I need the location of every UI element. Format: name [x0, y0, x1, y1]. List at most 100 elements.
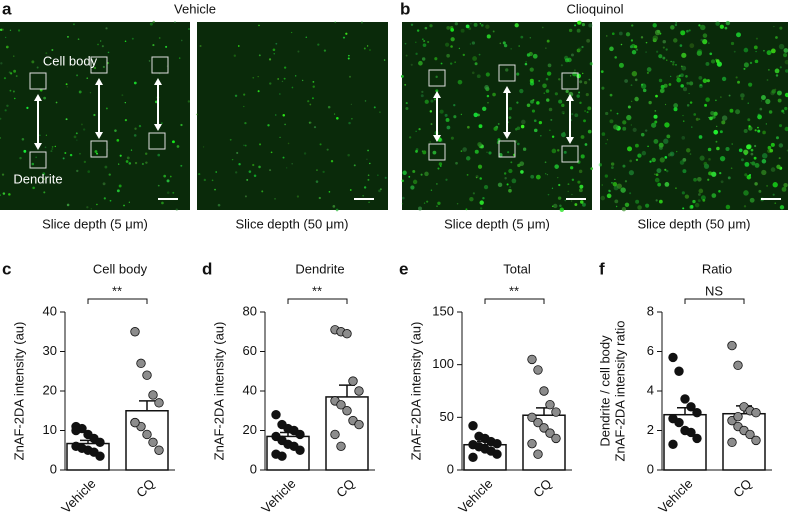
data-point: [674, 417, 684, 428]
fluorescence: [741, 158, 744, 162]
fluorescence: [519, 161, 525, 167]
data-point: [71, 425, 81, 436]
fluorescence: [645, 41, 648, 44]
fluorescence: [42, 172, 46, 176]
fluorescence: [174, 21, 176, 23]
fluorescence: [65, 118, 68, 121]
y-tick-label: 8: [647, 303, 654, 318]
fluorescence: [719, 130, 723, 134]
fluorescence: [477, 164, 483, 169]
fluorescence: [435, 75, 438, 79]
fluorescence: [488, 151, 492, 155]
fluorescence: [13, 69, 17, 73]
fluorescence: [699, 84, 702, 87]
fluorescence: [679, 160, 685, 165]
fluorescence: [252, 163, 255, 167]
fluorescence: [546, 39, 550, 43]
fluorescence: [17, 29, 21, 32]
fluorescence: [236, 151, 239, 154]
fluorescence: [121, 94, 124, 97]
fluorescence: [571, 178, 575, 182]
fluorescence: [188, 28, 190, 30]
fluorescence: [78, 90, 82, 94]
x-tick-label: CQ: [730, 476, 754, 500]
fluorescence: [50, 150, 53, 153]
fluorescence: [334, 21, 337, 24]
fluorescence: [516, 72, 520, 76]
fluorescence: [291, 31, 293, 34]
data-point: [727, 340, 737, 351]
fluorescence: [645, 51, 647, 53]
fluorescence: [152, 44, 155, 47]
fluorescence: [685, 74, 688, 78]
fluorescence: [102, 65, 105, 69]
fluorescence: [689, 43, 695, 49]
fluorescence: [590, 167, 594, 170]
fluorescence: [529, 37, 531, 39]
x-tick-label: Vehicle: [655, 476, 695, 516]
fluorescence: [76, 139, 78, 141]
significance-bracket: [87, 298, 148, 304]
fluorescence: [642, 88, 647, 93]
fluorescence: [621, 206, 627, 212]
fluorescence: [238, 163, 241, 166]
fluorescence: [520, 124, 525, 129]
fluorescence: [172, 140, 175, 144]
data-point: [336, 400, 346, 410]
fluorescence: [571, 193, 573, 196]
y-tick-label: 0: [447, 461, 454, 476]
fluorescence: [470, 23, 472, 25]
fluorescence: [369, 49, 371, 51]
fluorescence: [755, 50, 757, 53]
fluorescence: [588, 23, 593, 28]
fluorescence: [508, 106, 513, 111]
fluorescence: [446, 125, 451, 130]
fluorescence: [748, 82, 753, 87]
fluorescence: [682, 207, 685, 210]
fluorescence: [0, 62, 3, 65]
fluorescence: [743, 190, 749, 196]
data-point: [668, 439, 678, 450]
fluorescence: [96, 203, 98, 206]
fluorescence: [342, 36, 346, 39]
fluorescence: [773, 25, 775, 28]
fluorescence: [538, 120, 543, 125]
fluorescence: [750, 152, 754, 156]
fluorescence: [335, 208, 339, 212]
fluorescence: [178, 57, 181, 59]
fluorescence: [741, 97, 744, 101]
micrograph: [600, 22, 788, 210]
fluorescence: [363, 47, 366, 50]
error-bar: [139, 400, 155, 411]
fluorescence: [438, 162, 443, 166]
fluorescence: [651, 157, 656, 163]
fluorescence: [433, 98, 436, 101]
fluorescence: [509, 186, 511, 188]
fluorescence: [471, 41, 476, 45]
fluorescence: [686, 81, 690, 85]
fluorescence: [439, 109, 444, 114]
y-axis-label: ZnAF-2DA intensity (au): [211, 322, 226, 461]
fluorescence: [760, 95, 766, 100]
fluorescence: [128, 162, 132, 165]
fluorescence: [97, 43, 99, 46]
fluorescence: [675, 187, 677, 189]
fluorescence: [424, 99, 429, 104]
fluorescence: [450, 45, 453, 48]
image-caption: Slice depth (50 μm): [638, 216, 751, 231]
fluorescence: [234, 94, 238, 98]
fluorescence: [775, 36, 778, 39]
fluorescence: [479, 23, 482, 25]
fluorescence: [312, 85, 315, 88]
fluorescence: [698, 24, 701, 27]
fluorescence: [405, 107, 409, 111]
fluorescence: [243, 93, 246, 96]
fluorescence: [259, 143, 262, 146]
fluorescence: [622, 164, 626, 168]
fluorescence: [421, 90, 424, 93]
fluorescence: [654, 173, 656, 175]
fluorescence: [180, 164, 183, 167]
fluorescence: [506, 183, 509, 186]
fluorescence: [465, 24, 470, 29]
fluorescence: [422, 150, 427, 155]
